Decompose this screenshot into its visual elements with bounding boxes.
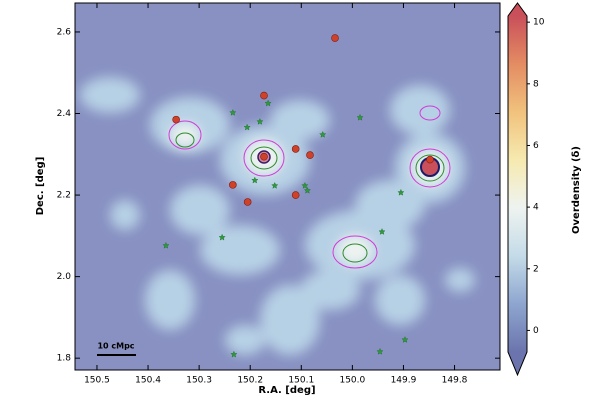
point-marker [291,191,300,199]
colorbar-extend-top [508,3,527,16]
y-tick-label: 1.8 [57,354,72,364]
x-tick-label: 150.0 [339,376,365,386]
x-tick-label: 150.1 [288,376,314,386]
x-axis-label: R.A. [deg] [258,385,315,396]
star-marker [401,336,409,343]
star-marker [319,130,327,138]
star-marker [376,347,384,355]
star-marker [264,99,272,107]
star-marker [229,108,237,116]
colorbar-tick-label: 0 [533,326,539,336]
star-marker [162,241,170,249]
x-tick-label: 150.3 [186,376,212,386]
x-tick-label: 150.4 [135,376,161,386]
y-tick-label: 2.6 [57,27,72,37]
star-marker [356,113,364,121]
point-marker [229,181,237,189]
colorbar-tick-label: 8 [533,79,539,89]
colorbar-frame [507,2,528,377]
star-marker [301,181,309,189]
colorbar-label: Overdensity (δ) [571,146,582,234]
x-tick-label: 150.2 [237,376,263,386]
star-marker [243,123,251,131]
star-marker [303,186,312,194]
star-marker [218,233,226,241]
point-marker [172,115,180,124]
star-marker [397,188,405,196]
x-tick-label: 149.9 [391,376,417,386]
point-marker [260,152,268,161]
y-tick-label: 2.0 [57,272,72,282]
star-marker [251,176,259,184]
star-marker [256,117,264,125]
density-map [75,3,500,370]
point-marker [260,91,268,100]
star-marker [271,181,279,189]
x-tick-label: 150.5 [84,376,110,386]
x-tick-label: 149.8 [442,376,468,386]
colorbar-tick-label: 6 [533,141,539,151]
point-marker [291,145,300,153]
colorbar-tick-label: 10 [533,18,545,28]
scale-bar-label: 10 cMpc [97,342,134,351]
plot-frame [74,2,501,371]
star-marker [230,350,238,358]
point-marker [426,155,434,164]
y-tick-label: 2.2 [57,191,71,201]
colorbar [508,16,527,352]
star-marker [378,228,386,235]
y-axis-label: Dec. [deg] [35,157,46,216]
y-tick-label: 2.4 [57,109,72,119]
colorbar-tick-label: 2 [533,264,539,274]
point-marker [243,198,252,206]
point-marker [331,34,339,42]
point-marker [306,151,314,159]
colorbar-extend-bottom [508,352,527,375]
colorbar-tick-label: 4 [533,203,539,213]
